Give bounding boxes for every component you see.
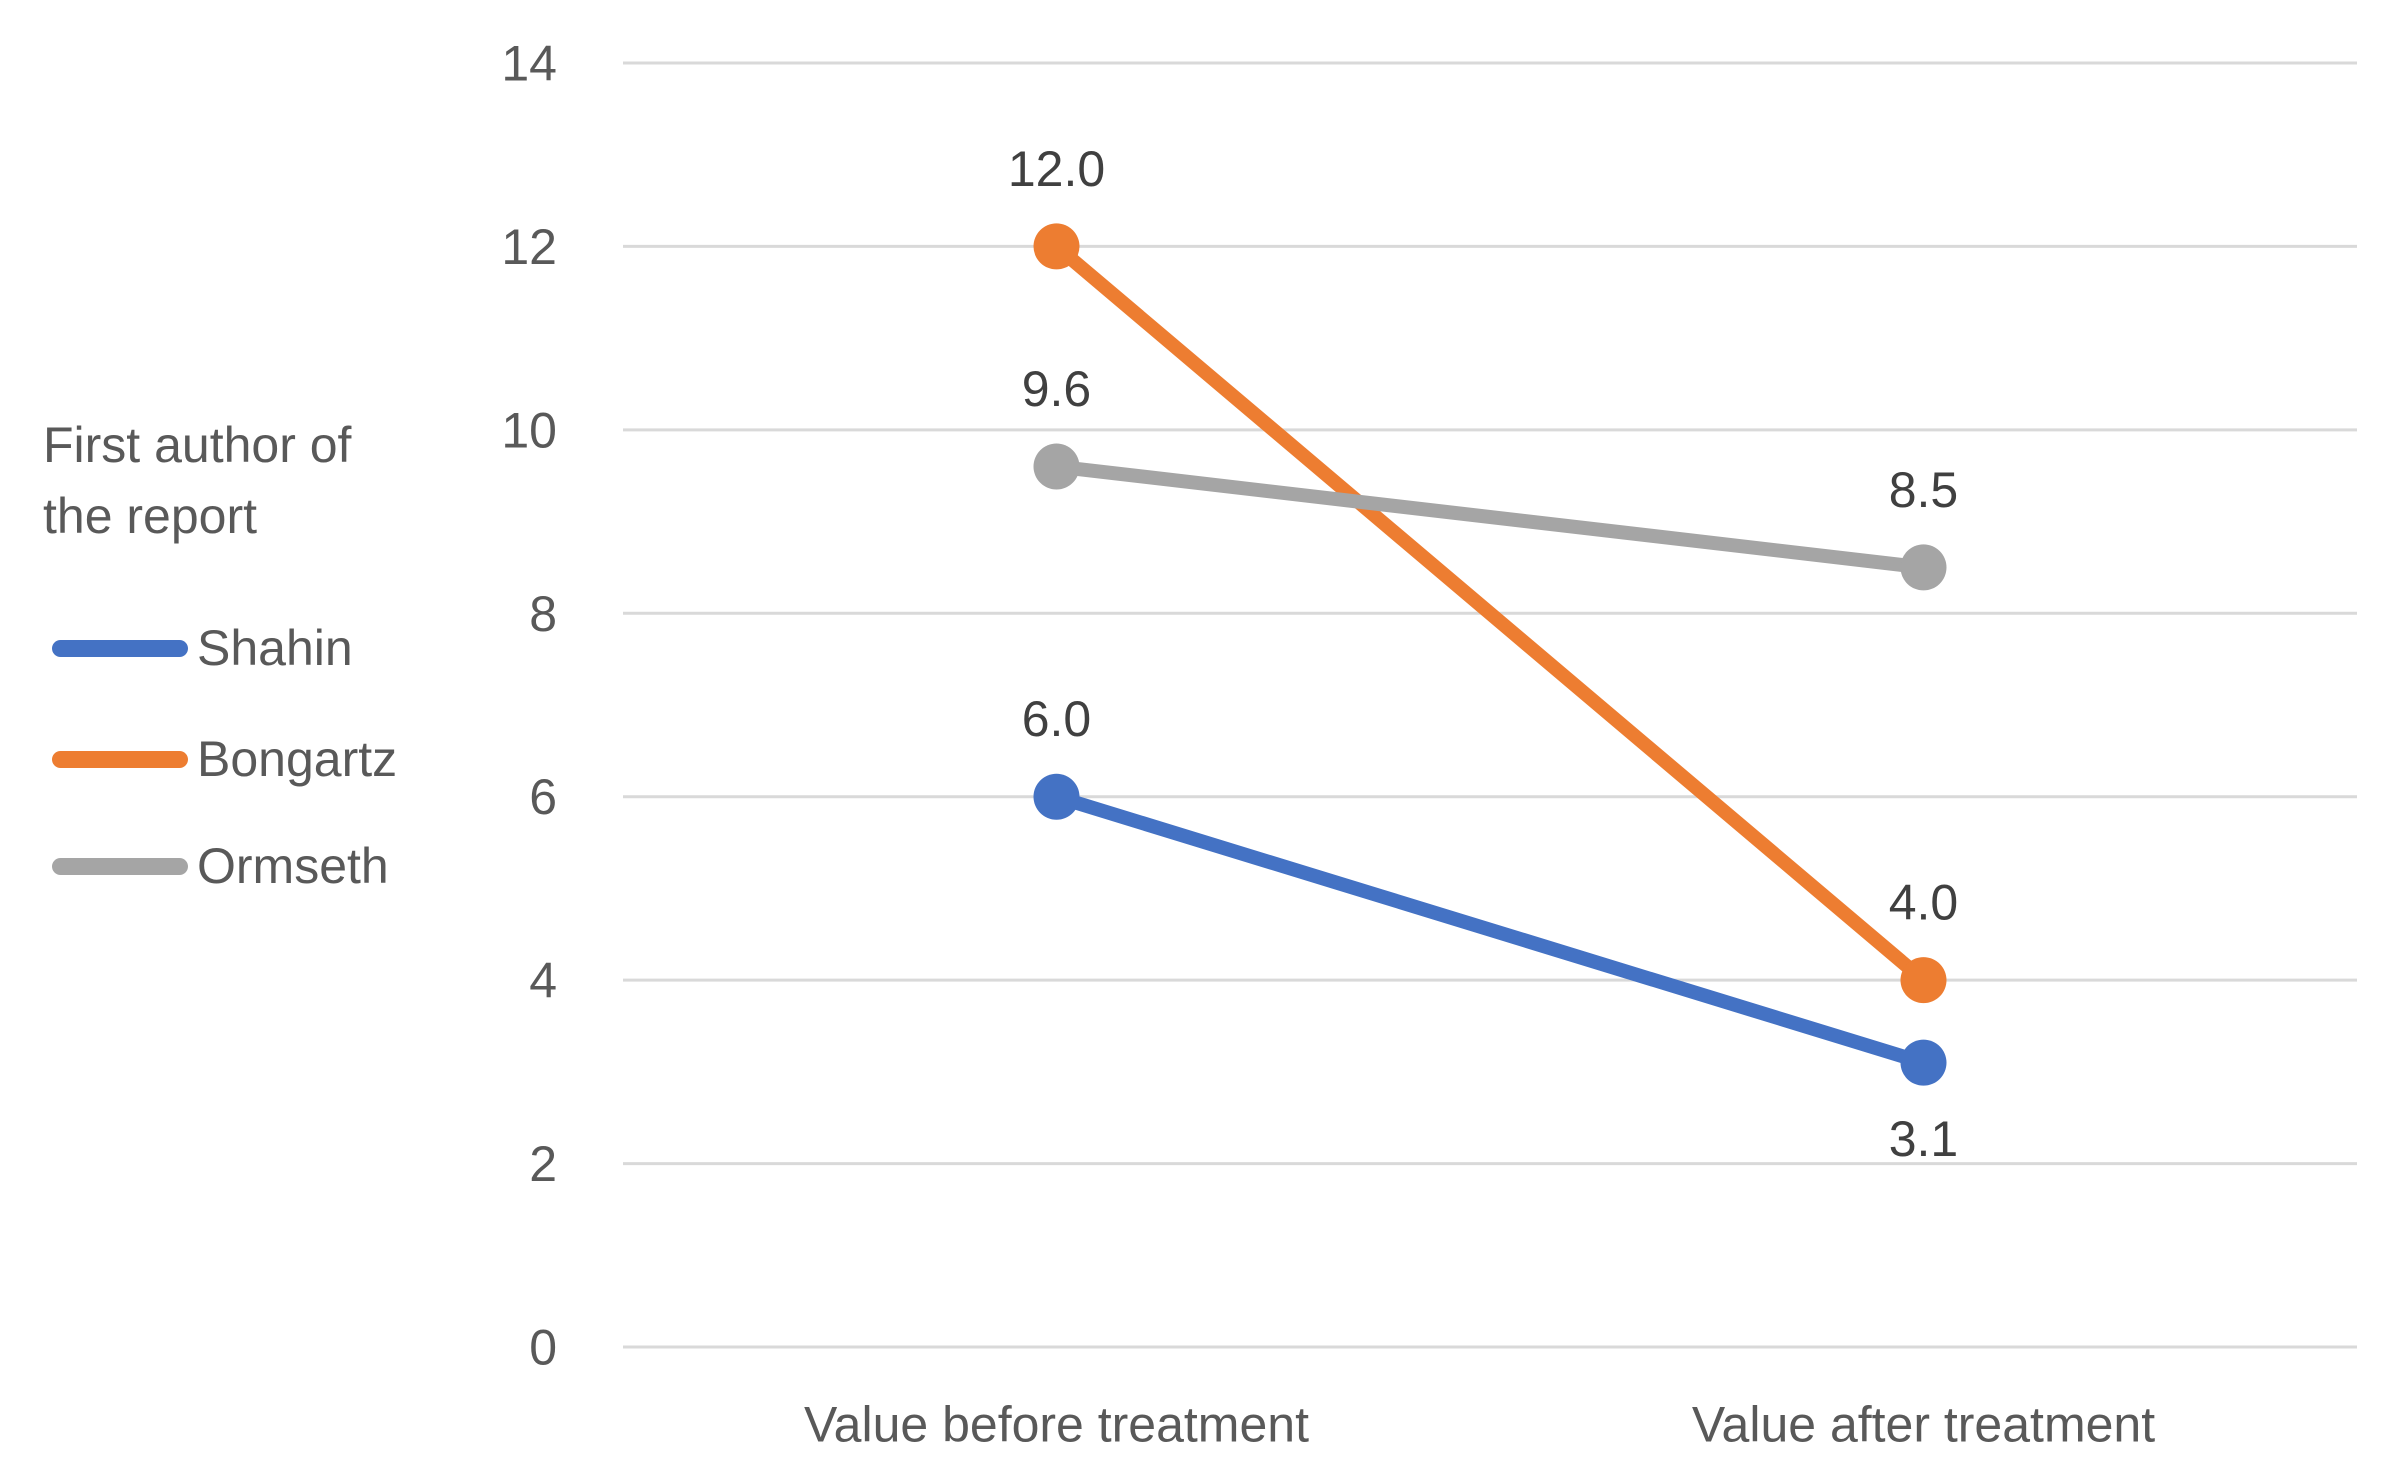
series-line-bongartz — [1049, 239, 1931, 988]
data-label-ormseth-1: 8.5 — [1889, 462, 1959, 518]
gridlines-group — [623, 61, 2357, 1349]
data-labels-group: 6.0 3.1 12.0 4.0 9.6 8.5 — [1008, 141, 1958, 1167]
x-axis-category-labels-group: Value before treatment Value after treatm… — [804, 1397, 2155, 1453]
y-axis-tick-label-12: 12 — [501, 219, 557, 275]
series-line-ormseth — [1049, 459, 1931, 575]
data-label-bongartz-0: 12.0 — [1008, 141, 1105, 197]
y-axis-tick-label-4: 4 — [529, 953, 557, 1009]
series-marker-bongartz-0 — [1033, 223, 1080, 270]
y-axis-tick-label-6: 6 — [529, 769, 557, 825]
series-marker-bongartz-1 — [1900, 957, 1947, 1004]
data-label-ormseth-0: 9.6 — [1022, 361, 1092, 417]
x-axis-category-label-after: Value after treatment — [1692, 1397, 2155, 1453]
series-marker-ormseth-1 — [1900, 544, 1947, 591]
x-axis-category-label-before: Value before treatment — [804, 1397, 1309, 1453]
y-axis-tick-label-8: 8 — [529, 586, 557, 642]
data-label-bongartz-1: 4.0 — [1889, 875, 1959, 931]
series-marker-ormseth-0 — [1033, 443, 1080, 490]
y-axis-tick-label-14: 14 — [501, 36, 557, 92]
y-axis-tick-label-2: 2 — [529, 1136, 557, 1192]
series-marker-shahin-1 — [1900, 1039, 1947, 1086]
series-marker-shahin-0 — [1033, 773, 1080, 820]
series-line-shahin — [1049, 789, 1931, 1070]
y-axis-tick-labels-group: 0 2 4 6 8 10 12 14 — [501, 36, 557, 1376]
data-label-shahin-0: 6.0 — [1022, 691, 1092, 747]
y-axis-tick-label-0: 0 — [529, 1320, 557, 1376]
series-lines-group — [1033, 223, 1947, 1086]
data-label-shahin-1: 3.1 — [1889, 1111, 1959, 1167]
y-axis-tick-label-10: 10 — [501, 402, 557, 458]
